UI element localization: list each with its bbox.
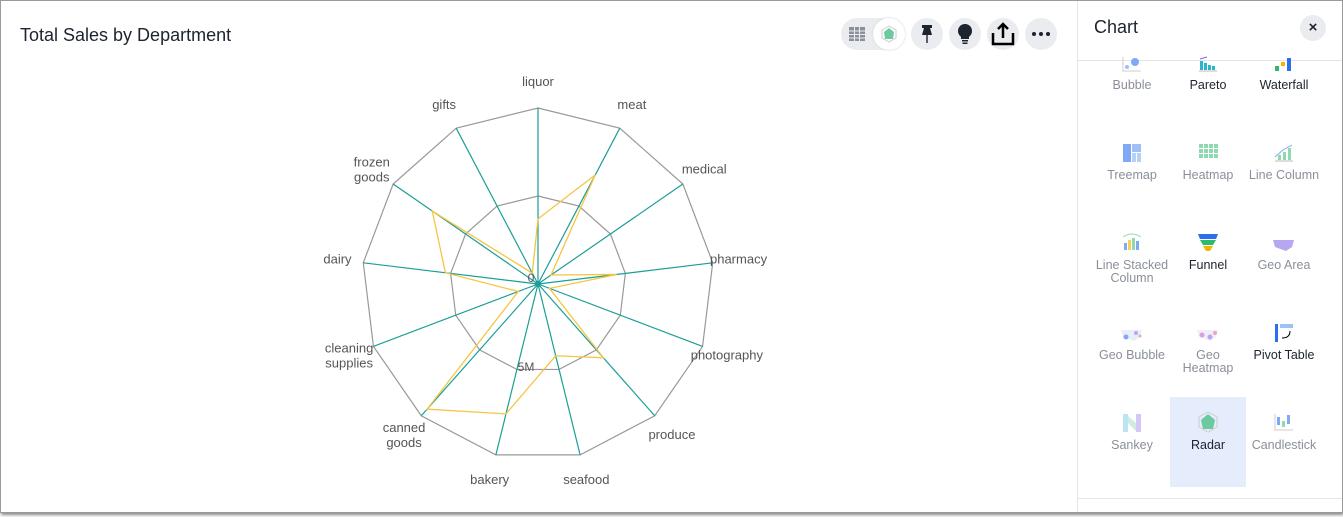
chart-type-panel: Chart × Bubble Pareto Waterfall Treemap Heat… [1077, 1, 1342, 512]
chart-type-label: Pareto [1189, 78, 1227, 92]
chart-type-label: Bubble [1112, 78, 1152, 92]
chart-type-geo-area[interactable]: Geo Area [1246, 231, 1322, 321]
radar-chart-icon [1170, 411, 1246, 433]
pin-icon [922, 25, 932, 43]
funnel-chart-icon [1170, 231, 1246, 253]
share-button[interactable] [987, 18, 1019, 50]
line-column-chart-icon [1246, 141, 1322, 163]
grid-ring [450, 195, 626, 371]
treemap-chart-icon [1094, 141, 1170, 163]
axis-spoke [455, 127, 539, 285]
insights-button[interactable] [949, 18, 981, 50]
chart-type-label: Geo Heatmap [1182, 348, 1234, 375]
chart-type-waterfall[interactable]: Waterfall [1246, 51, 1322, 141]
close-button[interactable]: × [1300, 15, 1326, 41]
category-label: liquor [522, 74, 554, 89]
chart-type-bubble[interactable]: Bubble [1094, 51, 1170, 141]
category-label: frozen goods [354, 154, 390, 184]
tick-label: 5M [518, 360, 535, 374]
chart-type-heatmap[interactable]: Heatmap [1170, 141, 1246, 231]
chart-type-label: Radar [1190, 438, 1226, 452]
more-button[interactable] [1025, 18, 1057, 50]
chart-type-label: Pivot Table [1253, 348, 1315, 362]
axis-spoke [392, 183, 539, 285]
pareto-chart-icon [1170, 51, 1246, 73]
lightbulb-icon [958, 24, 972, 44]
geo-heatmap-chart-icon [1170, 321, 1246, 343]
line-stacked-column-chart-icon [1094, 231, 1170, 253]
candlestick-chart-icon [1246, 411, 1322, 433]
category-label: medical [682, 161, 727, 176]
axis-spoke [537, 283, 703, 347]
geo-area-chart-icon [1246, 231, 1322, 253]
chart-type-line-column[interactable]: Line Column [1246, 141, 1322, 231]
more-icon [1032, 32, 1050, 36]
category-label: canned goods [383, 420, 426, 450]
divider [1078, 60, 1342, 61]
category-label: cleaning supplies [325, 341, 374, 371]
axis-spoke [537, 183, 684, 285]
chart-type-candlestick[interactable]: Candlestick [1246, 411, 1322, 501]
data-series-line [425, 174, 617, 415]
chart-type-label: Candlestick [1251, 438, 1317, 452]
axis-spoke [373, 283, 539, 347]
chart-type-pareto[interactable]: Pareto [1170, 51, 1246, 141]
chart-type-sankey[interactable]: Sankey [1094, 411, 1170, 501]
category-label: bakery [470, 472, 510, 487]
category-label: meat [617, 97, 646, 112]
chart-type-treemap[interactable]: Treemap [1094, 141, 1170, 231]
axis-spoke [495, 283, 539, 456]
center-dot [535, 281, 541, 287]
chart-type-label: Line Stacked Column [1095, 258, 1169, 285]
tick-label: 0 [528, 271, 535, 285]
axis-spoke [537, 283, 656, 417]
chart-type-line-stacked-column[interactable]: Line Stacked Column [1094, 231, 1170, 321]
axis-spoke [420, 283, 539, 417]
waterfall-chart-icon [1246, 51, 1322, 73]
sankey-chart-icon [1094, 411, 1170, 433]
category-label: gifts [432, 97, 456, 112]
chart-type-label: Line Column [1248, 168, 1320, 182]
chart-type-label: Sankey [1111, 438, 1153, 452]
chart-type-pivot-table[interactable]: Pivot Table [1246, 321, 1322, 411]
geo-bubble-chart-icon [1094, 321, 1170, 343]
radar-chart: liquor meat medical pharmacy photography prod… [323, 74, 768, 487]
chart-type-label: Geo Bubble [1098, 348, 1166, 362]
chart-type-label: Treemap [1107, 168, 1157, 182]
category-label: seafood [563, 472, 609, 487]
share-icon [991, 22, 1015, 46]
chart-type-geo-bubble[interactable]: Geo Bubble [1094, 321, 1170, 411]
axis-spoke [537, 127, 621, 285]
category-label: pharmacy [710, 252, 768, 267]
pivot-table-chart-icon [1246, 321, 1322, 343]
table-view-icon[interactable] [849, 26, 865, 42]
page-title: Total Sales by Department [20, 25, 232, 45]
chart-type-label: Waterfall [1259, 78, 1309, 92]
pin-button[interactable] [911, 18, 943, 50]
category-label: produce [648, 427, 695, 442]
axis-spoke [363, 262, 539, 285]
chart-type-radar[interactable]: Radar [1170, 397, 1246, 487]
chart-type-label: Geo Area [1257, 258, 1311, 272]
chart-type-funnel[interactable]: Funnel [1170, 231, 1246, 321]
axis-spoke [537, 283, 581, 456]
chart-type-geo-heatmap[interactable]: Geo Heatmap [1170, 321, 1246, 411]
chart-type-label: Funnel [1188, 258, 1228, 272]
divider [1078, 498, 1342, 499]
axis-spoke [537, 262, 713, 285]
chart-view-icon[interactable] [873, 18, 905, 50]
category-label: photography [691, 348, 764, 363]
chart-type-label: Heatmap [1182, 168, 1234, 182]
bubble-chart-icon [1094, 51, 1170, 73]
view-toggle[interactable] [841, 18, 905, 50]
category-label: dairy [323, 252, 352, 267]
grid-ring [362, 107, 714, 456]
panel-title: Chart [1094, 17, 1139, 37]
heatmap-chart-icon [1170, 141, 1246, 163]
